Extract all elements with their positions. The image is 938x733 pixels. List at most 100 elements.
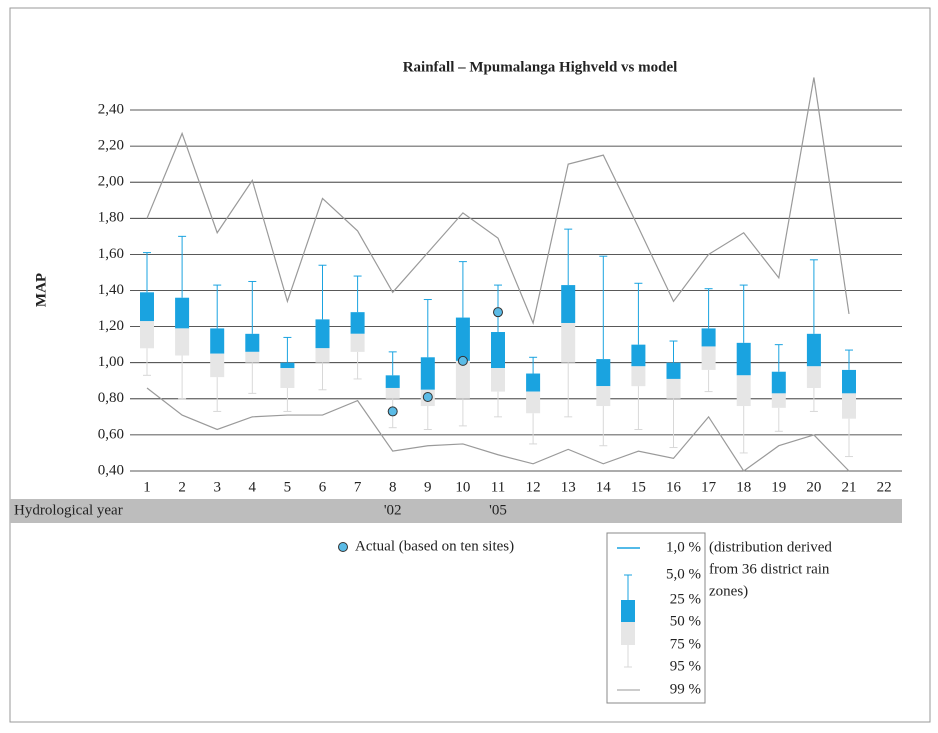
range-line — [146, 77, 850, 325]
box-lower — [631, 366, 646, 387]
box-upper — [175, 297, 190, 329]
box-lower — [666, 378, 681, 399]
legend-label: 99 % — [670, 681, 701, 697]
x-tick-label: 10 — [455, 479, 470, 495]
y-tick-label: 2,40 — [98, 101, 124, 117]
box-upper — [701, 328, 716, 347]
x-band-label: Hydrological year — [14, 502, 123, 518]
actual-point — [387, 406, 398, 417]
x-tick-label: 3 — [213, 479, 221, 495]
y-tick-label: 1,40 — [98, 282, 124, 298]
legend-label: 95 % — [670, 658, 701, 674]
box-lower — [315, 348, 330, 363]
legend-actual-marker — [338, 542, 348, 552]
x-tick-label: 11 — [491, 479, 505, 495]
box-lower — [701, 346, 716, 370]
box-upper — [842, 369, 856, 394]
y-tick-label: 0,60 — [98, 426, 124, 442]
legend-label: 25 % — [670, 591, 701, 607]
x-tick-label: 22 — [877, 479, 892, 495]
box-lower — [350, 333, 365, 352]
x-tick-label: 7 — [354, 479, 362, 495]
box-upper — [561, 285, 576, 323]
box-lower — [526, 391, 541, 414]
box-lower — [175, 328, 190, 356]
box-lower — [280, 368, 295, 388]
legend-label: 1,0 % — [666, 539, 701, 555]
x-tick-label: 19 — [771, 479, 786, 495]
x-tick-label: 5 — [284, 479, 292, 495]
x-band — [10, 499, 902, 523]
legend-note: zones) — [709, 583, 748, 599]
chart-title: Rainfall – Mpumalanga Highveld vs model — [403, 59, 678, 75]
x-tick-label: 21 — [842, 479, 857, 495]
x-tick-label: 13 — [561, 479, 576, 495]
box-upper — [210, 328, 225, 354]
legend-label: 75 % — [670, 636, 701, 652]
legend-note: from 36 district rain — [709, 561, 830, 577]
box-lower — [385, 387, 400, 399]
box-lower — [455, 360, 470, 399]
box-lower — [561, 322, 576, 363]
x-band-mark: '02 — [384, 502, 402, 518]
y-tick-label: 1,00 — [98, 354, 124, 370]
box-upper — [315, 319, 330, 349]
x-tick-label: 2 — [178, 479, 186, 495]
x-tick-label: 15 — [631, 479, 646, 495]
y-tick-label: 0,40 — [98, 462, 124, 478]
box-upper — [280, 362, 295, 369]
frame — [9, 7, 931, 723]
box-lower — [245, 351, 260, 363]
box-lower — [210, 353, 225, 378]
x-tick-label: 8 — [389, 479, 397, 495]
y-axis-label: MAP — [33, 273, 49, 307]
legend-symbols — [617, 547, 640, 691]
box-lower — [140, 321, 154, 349]
y-tick-label: 1,60 — [98, 246, 124, 262]
actual-point — [457, 355, 468, 366]
box-upper — [491, 332, 505, 369]
x-tick-label: 17 — [701, 479, 717, 495]
box-lower — [842, 393, 856, 419]
box-upper — [666, 362, 681, 379]
legend-label: 50 % — [670, 613, 701, 629]
box-upper — [806, 333, 821, 367]
box-lower — [806, 366, 821, 388]
box-upper — [596, 359, 611, 387]
box-upper — [631, 344, 646, 367]
y-tick-label: 2,20 — [98, 138, 124, 154]
legend-actual-label: Actual (based on ten sites) — [355, 538, 514, 554]
box-upper — [771, 371, 786, 394]
box-upper — [736, 342, 751, 376]
actual-point — [422, 391, 433, 402]
legend-note: (distribution derived — [709, 539, 832, 555]
y-tick-label: 1,80 — [98, 210, 124, 226]
x-tick-label: 12 — [526, 479, 541, 495]
x-tick-label: 18 — [736, 479, 751, 495]
legend-label: 5,0 % — [666, 566, 701, 582]
box-upper — [526, 373, 541, 392]
box-lower — [491, 368, 505, 392]
x-tick-label: 9 — [424, 479, 432, 495]
actual-point — [493, 307, 503, 318]
box-upper — [455, 317, 470, 361]
x-tick-label: 16 — [666, 479, 682, 495]
box-lower — [596, 386, 611, 407]
x-tick-label: 6 — [319, 479, 327, 495]
box-upper — [245, 333, 260, 352]
box-upper — [420, 357, 435, 390]
box-upper — [350, 312, 365, 334]
x-tick-label: 14 — [596, 479, 612, 495]
x-tick-label: 4 — [249, 479, 257, 495]
y-tick-label: 2,00 — [98, 174, 124, 190]
box-upper — [140, 292, 154, 322]
range-line — [146, 387, 850, 472]
x-tick-label: 20 — [806, 479, 821, 495]
box-upper — [385, 375, 400, 388]
box-lower — [736, 375, 751, 407]
x-tick-label: 1 — [143, 479, 151, 495]
y-tick-label: 1,20 — [98, 318, 124, 334]
box-lower — [771, 393, 786, 408]
y-tick-label: 0,80 — [98, 390, 124, 406]
